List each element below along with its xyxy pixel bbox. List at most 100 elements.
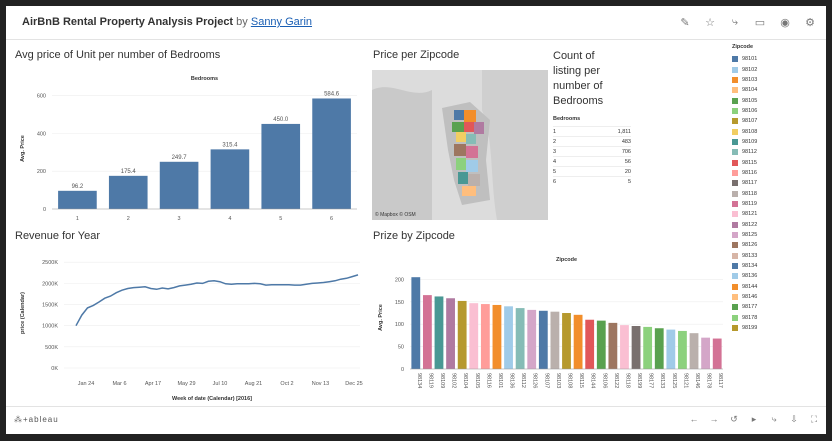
legend-item[interactable]: 98108 [732,126,792,136]
legend-item[interactable]: 98144 [732,282,792,292]
prize-zip-title: Prize by Zipcode [373,230,455,242]
zip-region [462,186,476,196]
bar-value-label: 450.0 [273,117,289,123]
legend-label: 98105 [742,97,758,104]
legend-item[interactable]: 98121 [732,209,792,219]
count-table-row[interactable]: 5 20 [553,166,631,176]
revert-icon[interactable]: ↺ [730,414,738,424]
legend-item[interactable]: 98103 [732,75,792,85]
legend-item[interactable]: 98134 [732,261,792,271]
edit-icon[interactable]: ✎ [680,16,690,29]
legend-swatch [732,242,738,249]
bar [108,175,148,209]
bar [573,314,583,369]
legend-item[interactable]: 98112 [732,147,792,157]
count-title: Count of listing per number of Bedrooms [553,49,633,109]
legend-item[interactable]: 98125 [732,230,792,240]
count-table-row[interactable]: 1 1,811 [553,126,631,136]
zipcode-map[interactable]: © Mapbox © OSM [372,70,548,220]
legend-label: 98122 [742,221,758,228]
x-tick-label: 98105 [474,373,480,388]
y-tick-label: 100 [395,322,404,328]
legend-item[interactable]: 98119 [732,199,792,209]
count-cell: 706 [621,148,631,155]
legend-item[interactable]: 98146 [732,292,792,302]
author-link[interactable]: Sanny Garin [250,16,313,28]
zip-region [454,144,466,156]
y-tick-label: 0 [401,367,404,373]
legend-swatch [732,314,738,321]
zip-region [456,132,466,142]
legend-item[interactable]: 98116 [732,168,792,178]
bar [562,313,571,369]
zip-region [456,158,466,170]
legend-swatch [732,128,738,135]
revenue-chart[interactable]: 0K 500K 1000K 1500K 2000K 2500K price (Calenda… [12,246,363,411]
legend-item[interactable]: 98136 [732,271,792,281]
settings-icon[interactable]: ⚙ [805,16,815,29]
y-tick-label: 2000K [42,281,58,287]
watch-icon[interactable]: ◉ [780,16,790,29]
bar [312,98,351,209]
count-table-row[interactable]: 2 483 [553,136,631,146]
legend-item[interactable]: 98101 [732,54,792,64]
legend-swatch [732,76,738,83]
legend-item[interactable]: 98178 [732,313,792,323]
legend-item[interactable]: 98115 [732,157,792,167]
legend-item[interactable]: 98106 [732,106,792,116]
legend-label: 98136 [742,273,758,280]
undo-icon[interactable]: ← [689,414,699,424]
share-icon[interactable]: ⤷ [731,15,739,28]
bar [654,328,664,369]
bedroom-cell: 5 [553,168,557,175]
pause-icon[interactable]: ▸ [751,414,757,424]
legend-item[interactable]: 98107 [732,116,792,126]
star-icon[interactable]: ☆ [705,16,715,29]
count-cell: 20 [624,168,631,175]
legend-item[interactable]: 98109 [732,137,792,147]
legend-item[interactable]: 98118 [732,188,792,198]
fullscreen-icon[interactable]: ⛶ [810,414,818,424]
y-tick-label: 200 [395,277,404,283]
legend-item[interactable]: 98117 [732,178,792,188]
legend-item[interactable]: 98199 [732,323,792,333]
y-tick-label: 500K [45,345,58,351]
legend-swatch [732,159,738,166]
download-icon[interactable]: ⇩ [790,414,798,424]
x-tick-label: 98177 [648,373,654,388]
count-table-row[interactable]: 4 56 [553,156,631,166]
bedroom-cell: 3 [553,148,557,155]
legend-item[interactable]: 98126 [732,240,792,250]
zip-region [452,122,464,132]
x-tick-label: Apr 17 [145,381,161,387]
legend-item[interactable]: 98104 [732,85,792,95]
legend-item[interactable]: 98133 [732,251,792,261]
legend-item[interactable]: 98102 [732,64,792,74]
legend-label: 98125 [742,232,758,239]
legend-item[interactable]: 98105 [732,95,792,105]
x-tick-label: Oct 2 [280,381,293,387]
share-icon[interactable]: ⤷ [771,414,777,424]
legend-swatch [732,263,738,270]
x-tick-label: Nov 13 [312,381,329,387]
bar [210,149,250,209]
legend-swatch [732,66,738,73]
legend-item[interactable]: 98122 [732,220,792,230]
bar [504,306,513,369]
comment-icon[interactable]: ▭ [754,16,766,29]
avg-price-chart[interactable]: Bedrooms 0 200 400 600 Avg. Price 96.2 1 175.4 2 2… [12,66,362,236]
legend-swatch [732,190,738,197]
bar [701,337,711,369]
legend-item[interactable]: 98177 [732,302,792,312]
bedroom-cell: 4 [553,158,557,165]
prize-zip-chart[interactable]: Zipcode 0 50 100 150 200 Avg. Price 98134 98119 9… [368,246,723,411]
count-table-row[interactable]: 3 706 [553,146,631,156]
x-tick-label: 98178 [706,373,712,388]
bar [631,326,641,369]
tableau-logo[interactable]: ⁂+ableau [14,415,59,424]
redo-icon[interactable]: → [709,414,719,424]
y-axis-title: Avg. Price [20,135,26,162]
legend-swatch [732,169,738,176]
legend-swatch [732,283,738,290]
